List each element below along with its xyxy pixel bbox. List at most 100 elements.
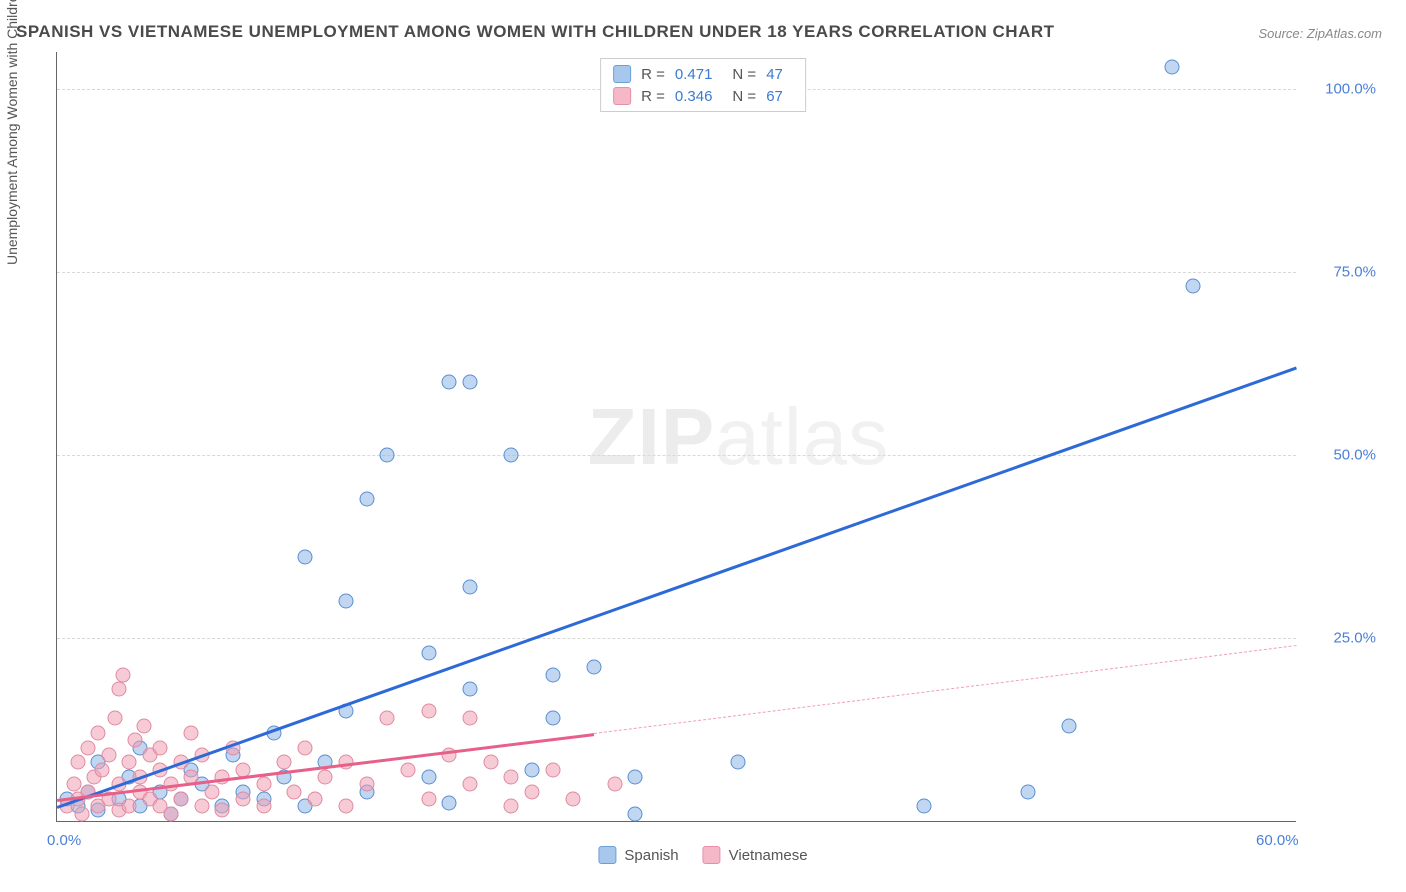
n-label: N = <box>732 88 756 105</box>
scatter-point <box>116 667 131 682</box>
correlation-legend: R = 0.471 N = 47 R = 0.346 N = 67 <box>600 58 806 112</box>
r-label: R = <box>641 88 665 105</box>
scatter-point <box>607 777 622 792</box>
scatter-point <box>1020 784 1035 799</box>
scatter-point <box>628 806 643 821</box>
chart-title: SPANISH VS VIETNAMESE UNEMPLOYMENT AMONG… <box>16 22 1055 42</box>
scatter-point <box>463 777 478 792</box>
scatter-point <box>204 784 219 799</box>
scatter-point <box>442 795 457 810</box>
scatter-point <box>463 711 478 726</box>
watermark-bold: ZIP <box>588 392 715 481</box>
plot-area: ZIPatlas 25.0%50.0%75.0%100.0%0.0%60.0% <box>56 52 1296 822</box>
scatter-point <box>111 682 126 697</box>
swatch-vietnamese <box>613 87 631 105</box>
scatter-point <box>421 770 436 785</box>
scatter-point <box>504 447 519 462</box>
scatter-point <box>194 799 209 814</box>
gridline <box>57 455 1296 456</box>
scatter-point <box>380 447 395 462</box>
legend-row-spanish: R = 0.471 N = 47 <box>613 63 793 85</box>
scatter-point <box>66 777 81 792</box>
n-value-vietnamese: 67 <box>766 88 783 105</box>
scatter-point <box>95 762 110 777</box>
scatter-point <box>463 682 478 697</box>
watermark: ZIPatlas <box>588 391 889 483</box>
scatter-point <box>917 799 932 814</box>
scatter-point <box>74 806 89 821</box>
y-axis-label: Unemployment Among Women with Children U… <box>4 0 20 265</box>
watermark-rest: atlas <box>715 392 889 481</box>
series-legend: Spanish Vietnamese <box>598 846 807 864</box>
scatter-point <box>545 667 560 682</box>
scatter-point <box>504 770 519 785</box>
scatter-point <box>586 660 601 675</box>
scatter-point <box>421 704 436 719</box>
swatch-spanish <box>613 65 631 83</box>
y-tick-label: 25.0% <box>1333 629 1376 646</box>
scatter-point <box>339 799 354 814</box>
legend-label-spanish: Spanish <box>624 847 678 864</box>
scatter-point <box>524 762 539 777</box>
scatter-point <box>136 718 151 733</box>
scatter-point <box>442 374 457 389</box>
scatter-point <box>122 755 137 770</box>
scatter-point <box>545 762 560 777</box>
trend-line <box>57 367 1297 809</box>
r-value-vietnamese: 0.346 <box>675 88 713 105</box>
scatter-point <box>628 770 643 785</box>
scatter-point <box>566 792 581 807</box>
scatter-point <box>297 740 312 755</box>
trend-line <box>594 645 1296 734</box>
scatter-point <box>101 748 116 763</box>
scatter-point <box>173 792 188 807</box>
y-tick-label: 75.0% <box>1333 263 1376 280</box>
legend-item-vietnamese: Vietnamese <box>703 846 808 864</box>
scatter-point <box>215 803 230 818</box>
scatter-point <box>308 792 323 807</box>
y-tick-label: 100.0% <box>1325 80 1376 97</box>
scatter-point <box>80 740 95 755</box>
scatter-point <box>107 711 122 726</box>
swatch-icon <box>598 846 616 864</box>
scatter-point <box>297 550 312 565</box>
scatter-point <box>184 726 199 741</box>
x-tick-label: 0.0% <box>47 832 81 849</box>
scatter-point <box>256 799 271 814</box>
scatter-point <box>153 740 168 755</box>
scatter-point <box>380 711 395 726</box>
scatter-point <box>421 792 436 807</box>
scatter-point <box>463 579 478 594</box>
scatter-point <box>256 777 271 792</box>
y-tick-label: 50.0% <box>1333 446 1376 463</box>
scatter-point <box>122 799 137 814</box>
gridline <box>57 638 1296 639</box>
scatter-point <box>421 645 436 660</box>
swatch-icon <box>703 846 721 864</box>
r-value-spanish: 0.471 <box>675 66 713 83</box>
scatter-point <box>483 755 498 770</box>
scatter-point <box>359 491 374 506</box>
scatter-point <box>318 770 333 785</box>
scatter-point <box>504 799 519 814</box>
scatter-point <box>1165 59 1180 74</box>
scatter-point <box>163 806 178 821</box>
scatter-point <box>1185 279 1200 294</box>
scatter-point <box>277 755 292 770</box>
scatter-point <box>235 792 250 807</box>
scatter-point <box>339 594 354 609</box>
r-label: R = <box>641 66 665 83</box>
x-tick-label: 60.0% <box>1256 832 1299 849</box>
n-value-spanish: 47 <box>766 66 783 83</box>
source-attribution: Source: ZipAtlas.com <box>1258 26 1382 41</box>
scatter-point <box>70 755 85 770</box>
legend-row-vietnamese: R = 0.346 N = 67 <box>613 85 793 107</box>
legend-item-spanish: Spanish <box>598 846 678 864</box>
scatter-point <box>128 733 143 748</box>
n-label: N = <box>732 66 756 83</box>
scatter-point <box>731 755 746 770</box>
legend-label-vietnamese: Vietnamese <box>729 847 808 864</box>
scatter-point <box>401 762 416 777</box>
scatter-point <box>287 784 302 799</box>
scatter-point <box>524 784 539 799</box>
